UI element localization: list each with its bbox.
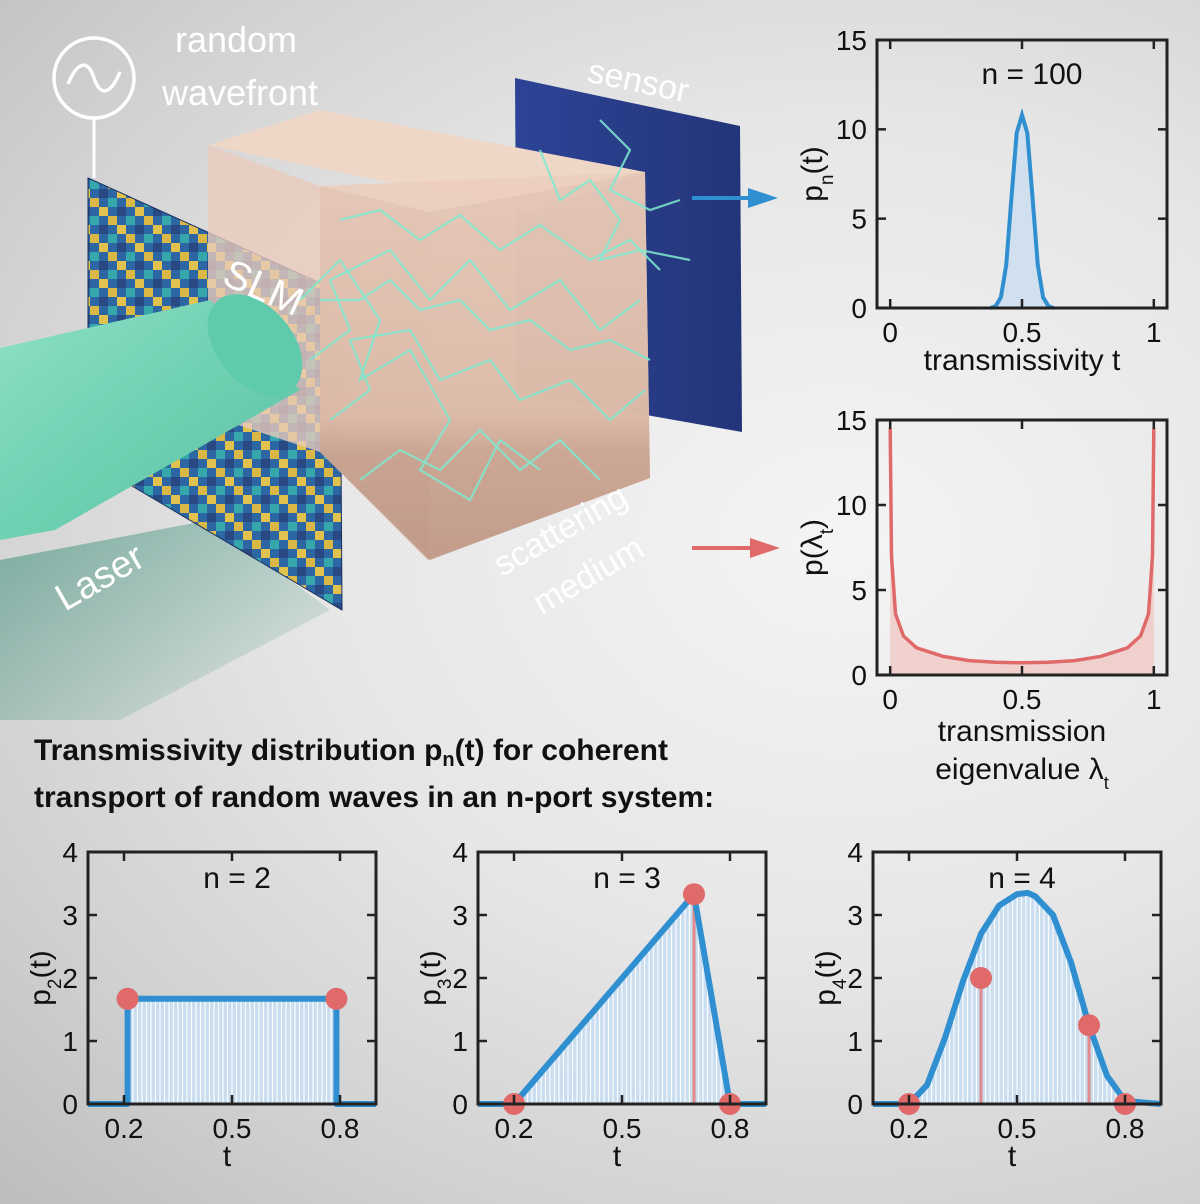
x-tick-label: 0.8: [321, 1113, 360, 1144]
data-point: [325, 987, 348, 1010]
y-tick-label: 3: [847, 900, 863, 931]
x-tick-label: 0: [882, 317, 898, 348]
series-line: [873, 889, 1162, 1107]
series-line: [888, 428, 1156, 665]
y-tick-label: 0: [452, 1089, 468, 1120]
y-tick-label: 5: [851, 203, 867, 234]
y-tick-label: 2: [847, 963, 863, 994]
wavefront-label: wavefront: [161, 72, 318, 113]
y-tick-label: 4: [62, 837, 78, 868]
data-point: [970, 967, 992, 989]
y-tick-label: 5: [851, 575, 867, 606]
y-tick-label: 1: [452, 1026, 468, 1057]
wavefront-source-icon: [52, 36, 136, 120]
x-tick-label: 0.5: [603, 1113, 642, 1144]
x-tick-label: 0.8: [711, 1113, 750, 1144]
x-tick-label: 0.2: [495, 1113, 534, 1144]
data-point: [1078, 1014, 1100, 1037]
laser-shadow: [0, 520, 330, 720]
x-tick-label: 0.5: [213, 1113, 252, 1144]
x-tick-label: 0.2: [890, 1113, 929, 1144]
y-tick-label: 4: [452, 837, 468, 868]
heading-line-1-tail: (t) for coherent: [454, 734, 668, 767]
annotation: n = 4: [988, 862, 1056, 895]
y-tick-label: 3: [62, 900, 78, 931]
chart-n4: 0.2 0.5 0.8 0 1 2 3 4 n = 4 t p4(t): [815, 837, 1163, 1173]
heading-line-1-main: Transmissivity distribution p: [34, 734, 443, 767]
cube-front-face: [430, 172, 650, 560]
y-axis-label: p4(t): [815, 950, 851, 1006]
x-tick-label: 0.5: [1003, 317, 1042, 348]
y-tick-label: 0: [851, 660, 867, 691]
plot-frame: [875, 418, 1169, 677]
y-tick-label: 0: [847, 1089, 863, 1120]
x-tick-label: 0.5: [1003, 684, 1042, 715]
heading-line-2: transport of random waves in an n-port s…: [34, 781, 715, 814]
heading-line-1: Transmissivity distribution pn(t) for co…: [34, 732, 714, 779]
x-axis-label: t: [613, 1140, 622, 1173]
y-tick-label: 1: [62, 1026, 78, 1057]
y-tick-label: 3: [452, 900, 468, 931]
x-axis-label: t: [1008, 1140, 1017, 1173]
x-tick-label: 0.2: [105, 1113, 144, 1144]
y-tick-label: 10: [836, 490, 867, 521]
figure-heading: Transmissivity distribution pn(t) for co…: [34, 732, 714, 817]
random-label: random: [175, 19, 297, 60]
series-line: [989, 107, 1055, 310]
laser-beam-end: [207, 294, 303, 396]
y-tick-label: 10: [836, 114, 867, 145]
x-axis-label: t: [223, 1140, 232, 1173]
y-tick-label: 4: [847, 837, 863, 868]
y-tick-label: 0: [62, 1089, 78, 1120]
y-tick-label: 2: [452, 963, 468, 994]
y-axis-label: p(λt): [796, 519, 838, 576]
y-axis-label: p3(t): [420, 950, 456, 1006]
y-tick-label: 0: [851, 293, 867, 324]
scattered-light-paths: [299, 119, 691, 502]
x-axis-label: transmissivity t: [924, 344, 1121, 377]
x-tick-label: 1: [1146, 317, 1162, 348]
distribution-fill: [890, 428, 1154, 675]
distribution-fill: [990, 115, 1054, 308]
y-tick-label: 15: [836, 405, 867, 436]
annotation: n = 3: [593, 862, 661, 895]
y-axis-label: p2(t): [30, 950, 66, 1006]
x-axis-label-line1: transmission: [938, 715, 1106, 748]
annotation: n = 100: [982, 58, 1083, 91]
x-axis-label-line2: eigenvalue λt: [935, 753, 1108, 793]
chart-n2: 0.2 0.5 0.8 0 1 2 3 4 n = 2 t p2(t): [30, 837, 378, 1173]
chart-n3: 0.2 0.5 0.8 0 1 2 3 4 n = 3 t p3(t): [420, 837, 768, 1173]
x-tick-label: 1: [1146, 684, 1162, 715]
x-tick-label: 0: [882, 684, 898, 715]
data-point: [683, 883, 705, 906]
x-tick-label: 0.8: [1106, 1113, 1145, 1144]
data-point: [116, 987, 139, 1010]
y-axis-label: pn(t): [796, 146, 838, 202]
x-tick-label: 0.5: [998, 1113, 1037, 1144]
annotation: n = 2: [203, 862, 271, 895]
y-tick-label: 15: [836, 25, 867, 56]
heading-line-1-subscript: n: [442, 749, 455, 771]
y-tick-label: 2: [62, 963, 78, 994]
y-tick-label: 1: [847, 1026, 863, 1057]
